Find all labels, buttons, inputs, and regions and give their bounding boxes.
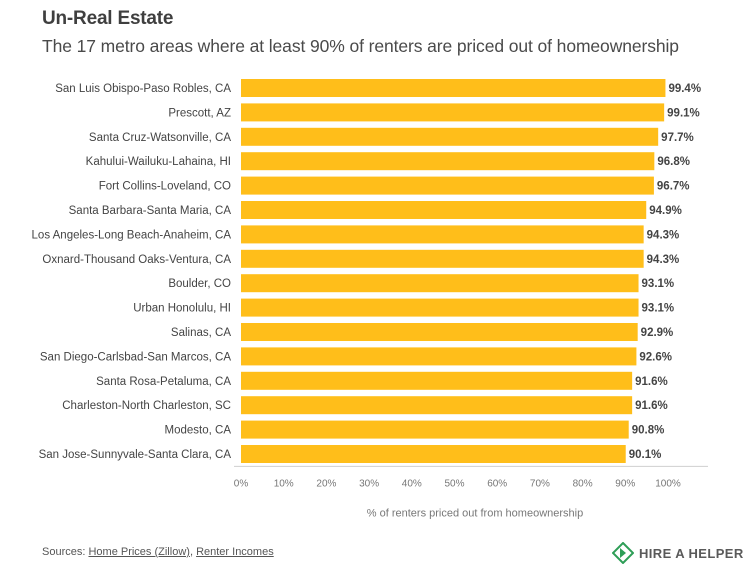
category-label: Fort Collins-Loveland, CO: [99, 181, 231, 193]
sources-separator: ,: [189, 546, 197, 558]
x-tick-label: 80%: [573, 478, 593, 489]
brand-logo-text: HIRE A HELPER: [639, 545, 744, 561]
renter-incomes-link[interactable]: Renter Incomes: [196, 546, 274, 558]
value-label: 99.1%: [667, 107, 700, 119]
sources-prefix: Sources:: [42, 546, 89, 558]
x-tick-label: 50%: [444, 478, 464, 489]
category-label: San Luis Obispo-Paso Robles, CA: [55, 83, 231, 95]
chart-subtitle: The 17 metro areas where at least 90% of…: [42, 36, 679, 56]
category-label: Kahului-Wailuku-Lahaina, HI: [86, 156, 231, 168]
bar-14: [241, 420, 629, 439]
category-label: Modesto, CA: [165, 425, 232, 437]
value-label: 92.9%: [641, 327, 674, 339]
value-label: 91.6%: [635, 400, 668, 412]
value-label: 93.1%: [642, 278, 675, 290]
category-label: San Jose-Sunnyvale-Santa Clara, CA: [39, 449, 232, 461]
value-label: 90.8%: [632, 425, 665, 437]
category-label: Oxnard-Thousand Oaks-Ventura, CA: [42, 254, 231, 266]
x-tick-label: 20%: [316, 478, 336, 489]
value-label: 93.1%: [642, 303, 675, 315]
bar-4: [241, 176, 654, 195]
bar-0: [241, 79, 666, 97]
x-tick-label: 70%: [530, 478, 550, 489]
value-label: 96.8%: [657, 156, 690, 168]
category-label: Santa Barbara-Santa Maria, CA: [69, 205, 232, 217]
sources-footer: Sources: Home Prices (Zillow), Renter In…: [42, 546, 274, 558]
bar-5: [241, 201, 647, 219]
bar-2: [241, 127, 659, 146]
brand-logo[interactable]: HIRE A HELPER: [612, 542, 744, 564]
category-label: Santa Rosa-Petaluma, CA: [96, 376, 231, 388]
value-label: 97.7%: [661, 132, 694, 144]
x-tick-label: 40%: [402, 478, 422, 489]
x-axis-title: % of renters priced out from homeownersh…: [367, 507, 583, 519]
category-label: Los Angeles-Long Beach-Anaheim, CA: [32, 229, 232, 241]
category-label: Prescott, AZ: [168, 107, 231, 119]
category-label: Charleston-North Charleston, SC: [62, 400, 231, 412]
bar-1: [241, 103, 665, 122]
bar-6: [241, 225, 644, 244]
bar-12: [241, 371, 633, 390]
value-label: 99.4%: [668, 83, 701, 95]
category-label: Salinas, CA: [171, 327, 231, 339]
bar-3: [241, 152, 655, 171]
bar-7: [241, 249, 644, 268]
bar-15: [241, 445, 626, 463]
bar-9: [241, 298, 639, 317]
x-tick-label: 0%: [234, 478, 249, 489]
x-tick-label: 90%: [615, 478, 635, 489]
bar-8: [241, 274, 639, 293]
value-label: 90.1%: [629, 449, 662, 461]
category-label: San Diego-Carlsbad-San Marcos, CA: [40, 351, 231, 363]
bar-10: [241, 323, 638, 341]
x-tick-label: 30%: [359, 478, 379, 489]
x-tick-label: 100%: [655, 478, 681, 489]
value-label: 94.9%: [649, 205, 682, 217]
value-label: 91.6%: [635, 376, 668, 388]
bar-13: [241, 396, 633, 415]
chart-title: Un-Real Estate: [42, 8, 174, 29]
x-tick-label: 60%: [487, 478, 507, 489]
value-label: 94.3%: [647, 254, 680, 266]
bar-11: [241, 347, 637, 366]
value-label: 94.3%: [647, 229, 680, 241]
x-tick-label: 10%: [274, 478, 294, 489]
home-prices-link[interactable]: Home Prices (Zillow): [88, 546, 190, 558]
category-label: Urban Honolulu, HI: [133, 303, 231, 315]
value-label: 96.7%: [657, 181, 690, 193]
diamond-arrow-icon: [612, 542, 634, 564]
category-label: Boulder, CO: [168, 278, 231, 290]
category-label: Santa Cruz-Watsonville, CA: [89, 132, 231, 144]
value-label: 92.6%: [639, 351, 672, 363]
